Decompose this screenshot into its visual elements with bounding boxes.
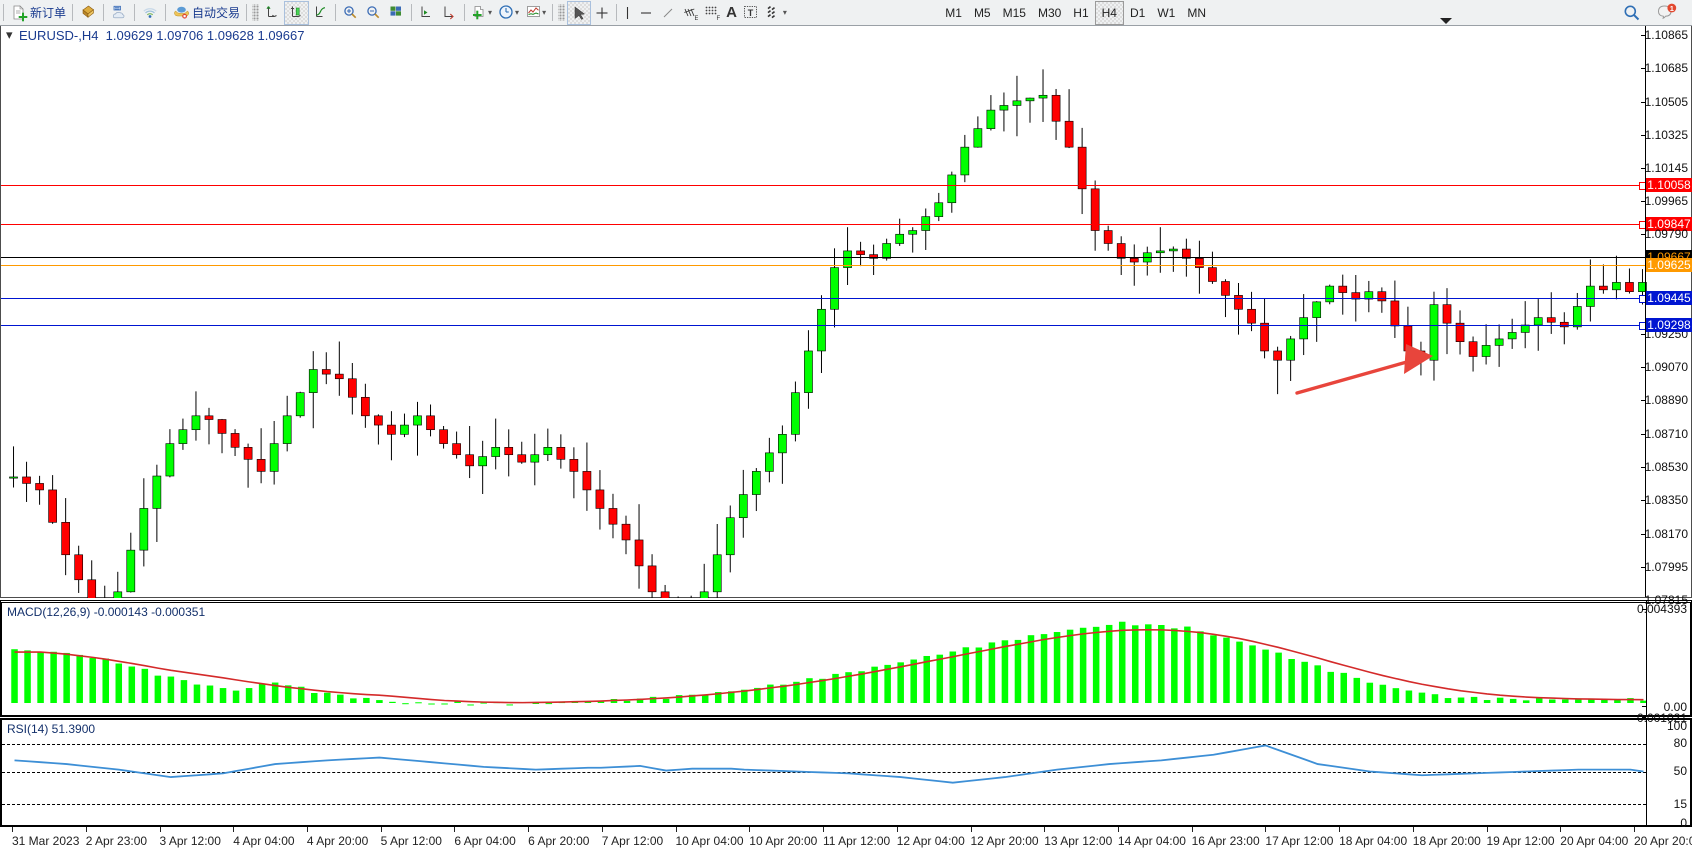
svg-text:1: 1 [1670, 3, 1674, 12]
svg-text:E: E [695, 16, 699, 21]
svg-text:F: F [717, 16, 721, 21]
svg-text:T: T [748, 8, 754, 18]
